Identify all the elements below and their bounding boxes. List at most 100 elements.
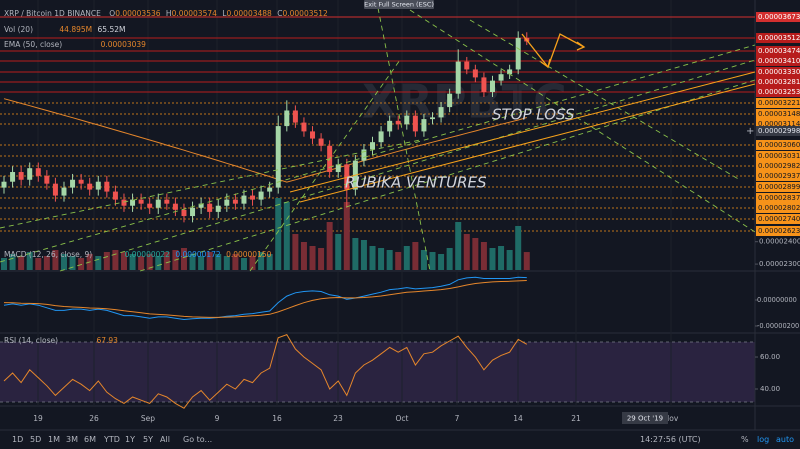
volume-bar <box>480 242 487 270</box>
candle-body <box>455 61 461 94</box>
volume-bar <box>309 246 316 270</box>
level-label-box <box>756 119 800 129</box>
scale-button[interactable]: log <box>757 435 769 444</box>
ohlc-key: L <box>222 9 227 18</box>
candle-body <box>104 181 110 192</box>
annotation: RUBIKA VENTURES <box>345 174 487 192</box>
level-label-box <box>756 33 800 43</box>
volume-bar <box>386 250 393 270</box>
time-label: 19 <box>33 414 43 423</box>
volume-bar <box>9 254 16 270</box>
volume-bar <box>489 248 496 270</box>
cursor-price: 0.00002998 <box>758 127 800 135</box>
candle-body <box>10 172 16 182</box>
toolbar-button[interactable]: YTD <box>103 435 120 444</box>
volume-bar <box>35 258 42 270</box>
toolbar-button[interactable]: 3M <box>66 435 78 444</box>
level-label-box <box>756 77 800 87</box>
time-label: 23 <box>333 414 343 423</box>
level-label-box <box>756 12 800 22</box>
volume-bar <box>300 242 307 270</box>
legend-value: 44.895M <box>59 25 92 34</box>
toolbar-button[interactable]: Go to... <box>183 435 212 444</box>
rsi-band <box>0 342 755 402</box>
toolbar-button[interactable]: 6M <box>84 435 96 444</box>
volume-bar <box>429 252 436 270</box>
legend-value: 67.93 <box>96 336 118 345</box>
candle-body <box>275 126 281 188</box>
candle-body <box>155 199 161 208</box>
volume-bar <box>446 248 453 270</box>
volume-bar <box>232 254 239 270</box>
candle-body <box>387 120 393 132</box>
scale-button[interactable]: % <box>741 435 749 444</box>
level-label-box <box>756 214 800 224</box>
channel-line <box>299 83 756 203</box>
volume-bar <box>1 258 7 270</box>
level-label: 0.00002837 <box>758 194 800 202</box>
level-label: 0.00002937 <box>758 172 800 180</box>
level-label-box <box>756 203 800 213</box>
volume-bar <box>120 252 127 270</box>
watermark: XRPBTC <box>362 75 567 129</box>
level-label-box <box>756 226 800 236</box>
level-label: 0.00003410 <box>758 57 800 65</box>
macd-tick-label: -0.00000200 <box>757 322 799 330</box>
candle-body <box>44 175 50 184</box>
candle-body <box>310 131 316 139</box>
toolbar-button[interactable]: 1M <box>48 435 60 444</box>
candle-body <box>404 115 410 125</box>
candle-body <box>447 93 453 108</box>
candle-body <box>301 122 307 132</box>
volume-bar <box>26 252 33 270</box>
candle-body <box>438 107 444 118</box>
candle-body <box>361 149 367 161</box>
candle-body <box>421 119 427 132</box>
volume-bar <box>326 222 333 270</box>
volume-bar <box>498 246 505 270</box>
level-label: 0.00003253 <box>758 88 800 96</box>
volume-bar <box>103 252 110 270</box>
level-label-box <box>756 87 800 97</box>
ohlc-value: 0.00003488 <box>226 9 272 18</box>
candle-body <box>215 205 221 212</box>
level-label-box <box>756 151 800 161</box>
time-label: 9 <box>215 414 220 423</box>
level-label-box <box>756 171 800 181</box>
level-label-box <box>756 193 800 203</box>
toolbar-button[interactable]: All <box>160 435 170 444</box>
volume-bar <box>523 252 530 270</box>
volume-bar <box>275 198 282 270</box>
volume-bar <box>138 256 145 270</box>
macd-line <box>3 276 527 321</box>
volume-bar <box>403 246 410 270</box>
scale-button[interactable]: auto <box>776 435 794 444</box>
volume-bar <box>146 254 153 270</box>
level-label: 0.00002802 <box>758 204 800 212</box>
time-label: 14 <box>513 414 523 423</box>
toolbar-button[interactable]: 5D <box>30 435 41 444</box>
volume-bar <box>412 242 419 270</box>
macd-legend: MACD (12, 26, close, 9) 0.00000022 0.000… <box>4 250 272 259</box>
candle-body <box>258 191 264 200</box>
toolbar-button[interactable]: 1Y <box>125 435 135 444</box>
level-label: 0.00003512 <box>758 34 800 42</box>
candle-body <box>464 61 470 70</box>
candle-body <box>95 181 101 190</box>
annotation: STOP LOSS <box>492 106 575 124</box>
crosshair-plus: + <box>746 126 754 137</box>
volume-bar <box>249 256 256 270</box>
trendline <box>249 59 401 272</box>
volume-bar <box>266 254 273 270</box>
tooltip: Exit Full Screen (ESC) <box>364 1 434 9</box>
legend-line: XRP / Bitcoin 1D BINANCE O0.00003536 H0.… <box>4 9 328 18</box>
level-label-box <box>756 67 800 77</box>
level-label: 0.00003673 <box>758 13 800 21</box>
level-label-box <box>756 98 800 108</box>
level-label-box <box>756 56 800 66</box>
toolbar-button[interactable]: 1D <box>12 435 23 444</box>
volume-bar <box>395 252 402 270</box>
toolbar-button[interactable]: 5Y <box>143 435 153 444</box>
candle-body <box>498 74 504 81</box>
volume-bar <box>515 226 522 270</box>
